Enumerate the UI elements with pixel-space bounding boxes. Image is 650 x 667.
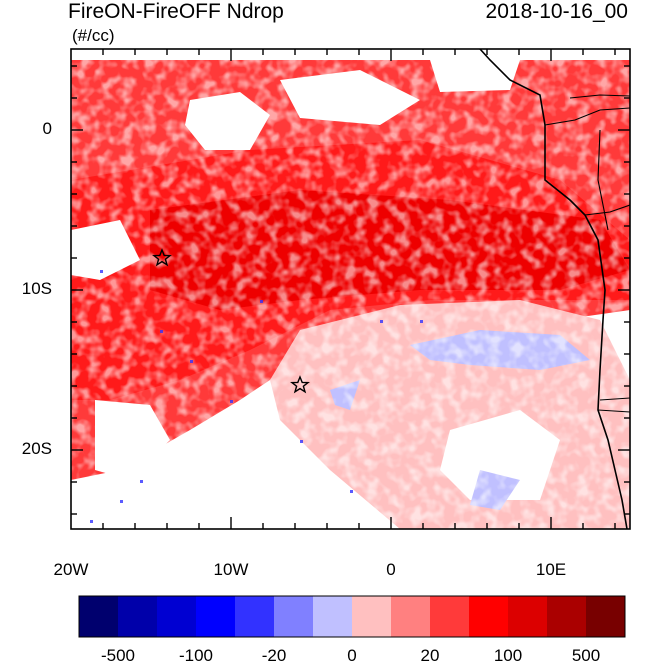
star-marker [152,248,172,267]
colorbar-box [352,596,391,637]
colorbar-box [586,596,625,637]
field-layer [71,49,630,529]
colorbar-label: 0 [347,646,357,665]
colorbar [78,595,626,638]
plot-title: FireON-FireOFF Ndrop [68,0,284,23]
y-tick-label: 20S [21,439,52,458]
x-ticks [102,49,616,529]
star-markers [152,248,310,394]
y-tick-label: 10S [21,279,52,298]
colorbar-label: 100 [493,646,523,665]
colorbar-box [196,596,235,637]
x-tick-label: 0 [386,560,396,579]
colorbar-box [508,596,547,637]
colorbar-box [469,596,508,637]
units-label: (#/cc) [72,26,115,45]
colorbar-box [391,596,430,637]
y-ticks [71,65,630,515]
colorbar-box [235,596,274,637]
colorbar-box [430,596,469,637]
y-tick-label: 0 [42,119,52,138]
x-tick-label: 20W [53,560,89,579]
plot-date: 2018-10-16_00 [485,0,628,23]
star-marker [290,375,310,394]
colorbar-box [274,596,313,637]
colorbar-label: -500 [100,646,136,665]
coastline [479,49,628,529]
country-borders [544,94,630,413]
colorbar-box [79,596,118,637]
x-tick-label: 10E [535,560,567,579]
colorbar-label: 500 [571,646,601,665]
colorbar-box [547,596,586,637]
colorbar-box [157,596,196,637]
x-tick-label: 10W [213,560,249,579]
colorbar-label: -100 [178,646,214,665]
colorbar-box [118,596,157,637]
colorbar-box [313,596,352,637]
plot-frame [70,48,631,530]
colorbar-label: 20 [420,646,440,665]
colorbar-label: -20 [261,646,287,665]
